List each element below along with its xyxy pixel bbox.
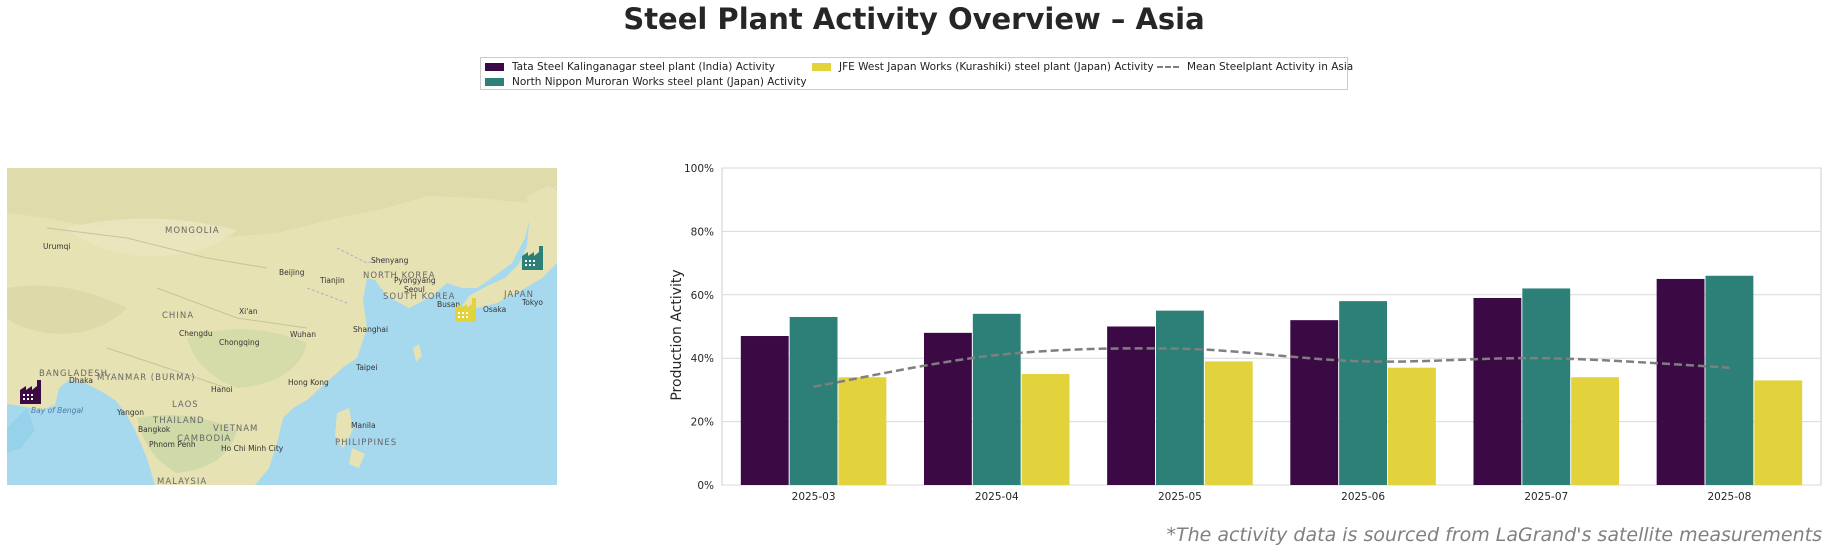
map-label-thailand: THAILAND (153, 416, 205, 426)
map-city-osaka: Osaka (483, 305, 507, 314)
bar-2-2025-05 (1155, 310, 1204, 485)
footnote: *The activity data is sourced from LaGra… (1166, 524, 1822, 546)
x-tick-label: 2025-06 (1341, 491, 1385, 503)
y-tick-label: 20% (691, 417, 714, 429)
map-label-laos: LAOS (172, 400, 199, 410)
page-title: Steel Plant Activity Overview – Asia (623, 2, 1205, 36)
map-city-hanoi: Hanoi (211, 385, 233, 394)
chart-legend: Tata Steel Kalinganagar steel plant (Ind… (480, 57, 1353, 90)
asia-map: MONGOLIA CHINA NORTH KOREA SOUTH KOREA J… (7, 168, 557, 485)
y-tick-label: 60% (691, 290, 714, 302)
legend-label-kurashiki: JFE West Japan Works (Kurashiki) steel p… (839, 61, 1154, 73)
legend-swatch-muroran (485, 78, 504, 86)
bar-3-2025-06 (1388, 367, 1436, 485)
x-tick-label: 2025-05 (1158, 491, 1202, 503)
map-city-yangon: Yangon (117, 408, 145, 417)
map-city-tianjin: Tianjin (320, 276, 345, 285)
map-city-wuhan: Wuhan (290, 330, 317, 339)
bar-2-2025-04 (972, 313, 1021, 485)
activity-chart: 0% 20% 40% 60% 80% 100% 2025-03 2025-04 2025-05 2… (665, 160, 1828, 510)
factory-icon (20, 380, 41, 404)
map-label-myanmar: MYANMAR (BURMA) (97, 373, 196, 383)
activity-chart-svg: 0% 20% 40% 60% 80% 100% 2025-03 2025-04 2025-05 2… (669, 163, 1822, 503)
legend-item-kurashiki: JFE West Japan Works (Kurashiki) steel p… (812, 61, 1154, 73)
legend-item-tata: Tata Steel Kalinganagar steel plant (Ind… (485, 61, 775, 73)
plot-frame (721, 167, 1822, 486)
map-label-philippines: PHILIPPINES (335, 438, 398, 448)
legend-swatch-kurashiki (812, 63, 831, 71)
y-tick-label: 80% (691, 226, 714, 238)
bar-1-2025-08 (1656, 278, 1705, 485)
map-city-hong-kong: Hong Kong (288, 378, 329, 387)
mean-activity-line (813, 347, 1730, 388)
legend-item-mean: Mean Steelplant Activity in Asia (1157, 61, 1353, 73)
map-city-phnom-penh: Phnom Penh (149, 440, 196, 449)
map-label-china: CHINA (162, 311, 195, 321)
map-label-north-korea: NORTH KOREA (363, 271, 436, 281)
y-axis-label: Production Activity (669, 269, 685, 400)
map-label-south-korea: SOUTH KOREA (383, 292, 456, 302)
map-city-shanghai: Shanghai (353, 325, 389, 334)
legend-swatch-mean (1157, 66, 1179, 68)
bar-1-2025-07 (1473, 297, 1522, 485)
map-city-beijing: Beijing (279, 268, 305, 277)
bar-3-2025-04 (1021, 374, 1070, 485)
y-tick-label: 40% (691, 353, 714, 365)
grid-layer (721, 167, 1822, 486)
map-city-bangkok: Bangkok (138, 425, 171, 434)
bar-1-2025-05 (1107, 326, 1155, 485)
map-city-urumqi: Urumqi (43, 242, 71, 251)
bar-2-2025-08 (1705, 275, 1754, 485)
map-background (7, 168, 557, 485)
map-city-shenyang: Shenyang (371, 256, 409, 265)
map-label-mongolia: MONGOLIA (165, 226, 220, 236)
bar-3-2025-05 (1204, 361, 1253, 485)
axis-layer: 0% 20% 40% 60% 80% 100% 2025-03 2025-04 2025-05 2… (684, 163, 1751, 503)
bar-2-2025-07 (1522, 288, 1571, 485)
legend-swatch-tata (485, 63, 504, 71)
legend-label-tata: Tata Steel Kalinganagar steel plant (Ind… (512, 61, 775, 73)
bar-layer (740, 275, 1803, 485)
factory-icon (522, 246, 543, 270)
x-tick-label: 2025-07 (1524, 491, 1568, 503)
map-label-bangladesh: BANGLADESH (39, 369, 109, 379)
legend-label-muroran: North Nippon Muroran Works steel plant (… (512, 76, 807, 88)
bar-2-2025-03 (789, 316, 838, 485)
map-city-chengdu: Chengdu (179, 329, 213, 338)
map-city-pyongyang: Pyongyang (394, 276, 436, 285)
map-label-malaysia: MALAYSIA (157, 477, 208, 485)
y-tick-label: 100% (684, 163, 714, 175)
map-city-ho-chi-minh: Ho Chi Minh City (221, 444, 284, 453)
legend-item-muroran: North Nippon Muroran Works steel plant (… (485, 76, 807, 88)
line-layer (813, 347, 1730, 388)
map-city-xian: Xi'an (239, 307, 258, 316)
bar-3-2025-07 (1571, 377, 1620, 485)
bar-2-2025-06 (1339, 301, 1388, 485)
map-label-bay-of-bengal: Bay of Bengal (31, 406, 84, 415)
bar-1-2025-04 (923, 332, 972, 485)
map-label-vietnam: VIETNAM (213, 424, 259, 434)
bar-3-2025-03 (838, 377, 887, 485)
map-city-taipei: Taipei (356, 363, 378, 372)
map-city-tokyo: Tokyo (522, 298, 543, 307)
bar-1-2025-06 (1290, 320, 1339, 485)
map-label-cambodia: CAMBODIA (177, 434, 232, 444)
map-label-japan: JAPAN (504, 290, 534, 300)
map-city-busan: Busan (437, 300, 461, 309)
y-tick-label: 0% (697, 480, 714, 492)
bar-3-2025-08 (1754, 380, 1803, 485)
map-city-manila: Manila (351, 421, 376, 430)
map-city-seoul: Seoul (404, 285, 425, 294)
x-tick-label: 2025-03 (792, 491, 836, 503)
legend-label-mean: Mean Steelplant Activity in Asia (1187, 61, 1354, 73)
x-tick-label: 2025-08 (1707, 491, 1751, 503)
factory-icon (455, 298, 476, 322)
map-city-dhaka: Dhaka (69, 376, 93, 385)
bar-1-2025-03 (740, 336, 789, 485)
map-city-chongqing: Chongqing (219, 338, 260, 347)
x-tick-label: 2025-04 (975, 491, 1019, 503)
